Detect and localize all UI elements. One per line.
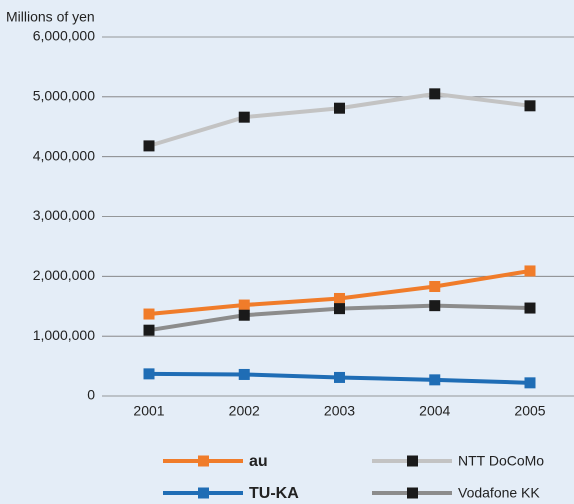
point-marker bbox=[334, 292, 345, 304]
point-marker bbox=[524, 302, 536, 314]
point-marker bbox=[334, 371, 345, 383]
y-axis-label: Millions of yen bbox=[6, 9, 95, 25]
legend-label: TU-KA bbox=[249, 485, 299, 502]
point-marker bbox=[143, 368, 155, 380]
point-marker bbox=[334, 102, 345, 114]
point-marker bbox=[524, 265, 536, 277]
point-marker bbox=[143, 324, 155, 336]
point-marker bbox=[238, 368, 250, 380]
point-marker bbox=[429, 281, 441, 293]
y-tick-label: 4,000,000 bbox=[33, 147, 95, 163]
point-marker bbox=[238, 299, 250, 311]
legend-marker bbox=[407, 455, 418, 467]
point-marker bbox=[524, 100, 536, 112]
legend-marker bbox=[198, 455, 209, 467]
legend-marker bbox=[407, 487, 418, 499]
point-marker bbox=[143, 140, 155, 152]
legend-label: Vodafone KK bbox=[458, 485, 540, 501]
y-tick-label: 6,000,000 bbox=[33, 28, 95, 44]
point-marker bbox=[143, 308, 155, 320]
point-marker bbox=[524, 377, 536, 389]
x-tick-label: 2004 bbox=[419, 403, 450, 419]
y-tick-label: 0 bbox=[87, 387, 95, 403]
y-tick-label: 3,000,000 bbox=[33, 207, 95, 223]
legend-marker bbox=[198, 487, 209, 499]
x-tick-label: 2002 bbox=[229, 403, 260, 419]
point-marker bbox=[429, 374, 441, 386]
series-line bbox=[148, 91, 531, 148]
point-marker bbox=[429, 300, 441, 312]
legend-label: NTT DoCoMo bbox=[458, 453, 544, 469]
y-tick-label: 5,000,000 bbox=[33, 88, 95, 104]
x-tick-label: 2001 bbox=[133, 403, 164, 419]
y-tick-label: 1,000,000 bbox=[33, 327, 95, 343]
x-tick-label: 2005 bbox=[514, 403, 545, 419]
point-marker bbox=[238, 111, 250, 123]
point-marker bbox=[238, 309, 250, 321]
point-marker bbox=[429, 88, 441, 100]
point-marker bbox=[334, 303, 345, 315]
y-tick-label: 2,000,000 bbox=[33, 267, 95, 283]
x-tick-label: 2003 bbox=[324, 403, 355, 419]
legend-label: au bbox=[249, 453, 268, 470]
